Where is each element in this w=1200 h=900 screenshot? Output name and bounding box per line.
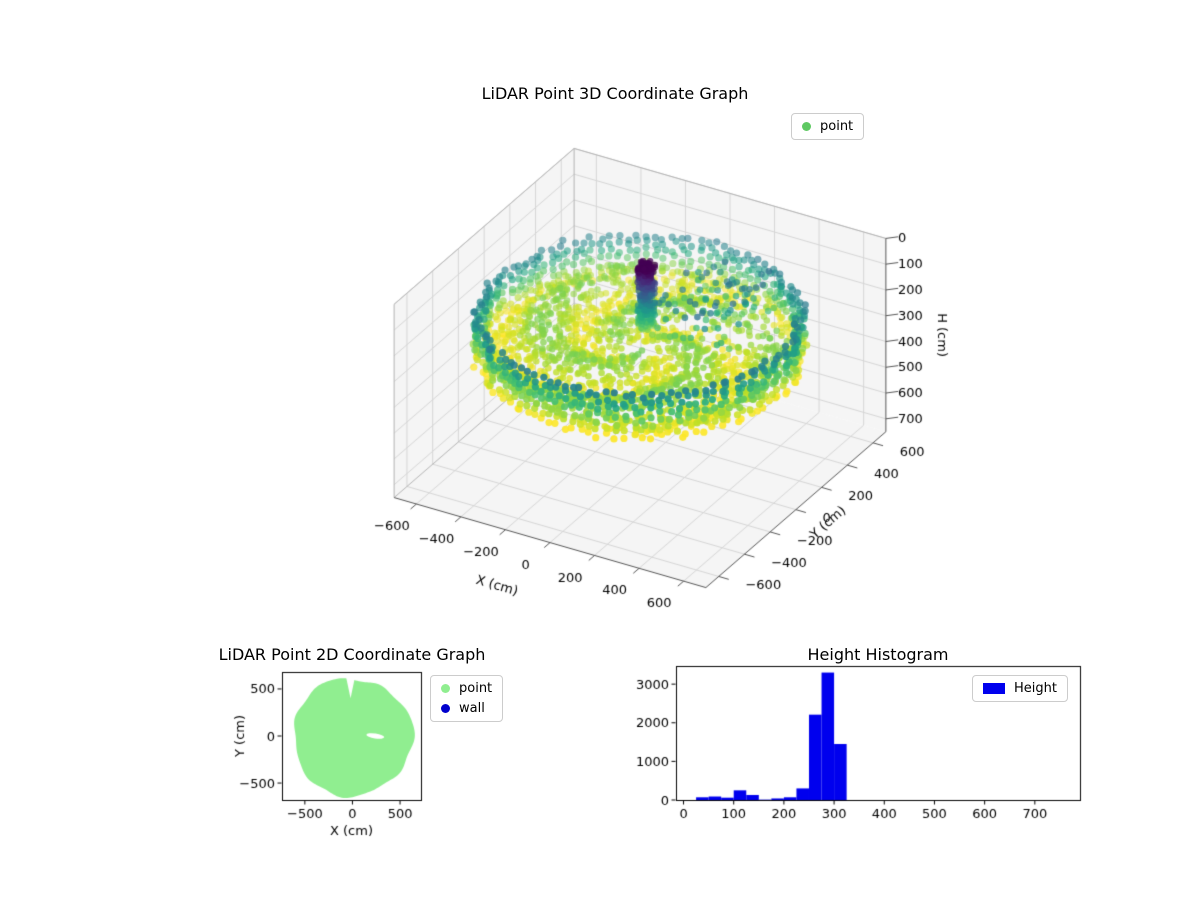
histogram-legend: Height — [972, 675, 1068, 702]
plot3d-title: LiDAR Point 3D Coordinate Graph — [481, 84, 749, 103]
legend-item-point: point — [441, 681, 492, 696]
plot3d-legend: point — [791, 113, 865, 140]
histogram-canvas — [630, 638, 1100, 848]
legend-item-height: Height — [983, 681, 1057, 696]
legend-label: wall — [459, 701, 485, 716]
legend-item-point: point — [802, 119, 853, 134]
legend-label: Height — [1014, 681, 1057, 696]
plot2d-legend: point wall — [430, 675, 504, 722]
point-marker-icon — [802, 122, 811, 131]
wall-marker-icon — [441, 704, 450, 713]
height-swatch-icon — [983, 683, 1005, 694]
legend-label: point — [820, 119, 854, 134]
2d-scatter-canvas — [230, 638, 500, 848]
legend-label: point — [459, 681, 493, 696]
3d-scatter-canvas — [300, 120, 1000, 640]
point-marker-icon — [441, 684, 450, 693]
legend-item-wall: wall — [441, 701, 492, 716]
